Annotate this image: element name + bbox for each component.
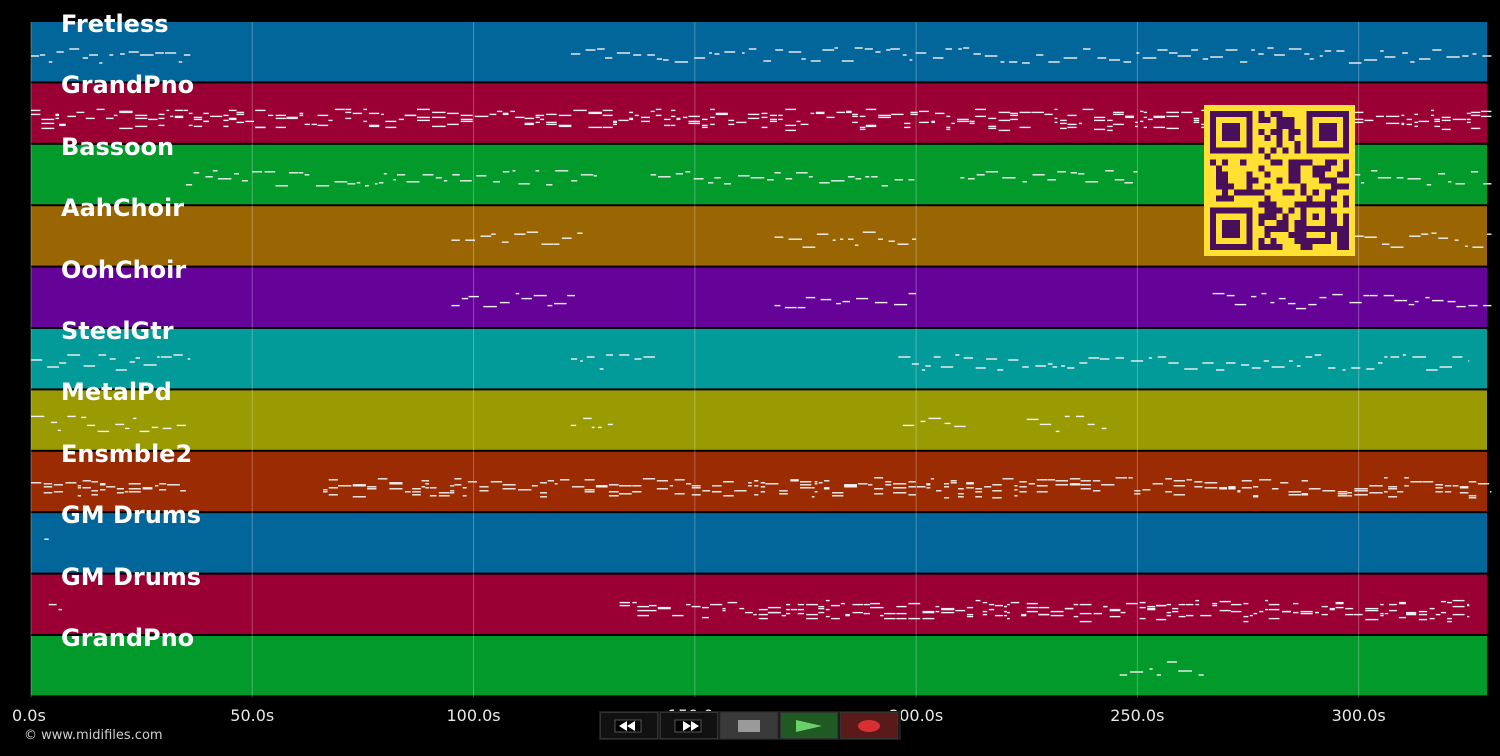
copyright-text: © www.midifiles.com	[24, 728, 163, 743]
track-label: Fretless	[61, 10, 169, 38]
record-icon	[858, 719, 880, 732]
track-label: GrandPno	[61, 71, 195, 100]
stop-button[interactable]	[720, 712, 778, 739]
track-label: GM Drums	[61, 501, 202, 530]
time-tick-label: 50.0s	[230, 706, 275, 725]
stop-icon	[738, 719, 760, 732]
fast-forward-button[interactable]	[660, 712, 718, 739]
track-lane	[31, 513, 1487, 573]
qr-code-image	[1204, 105, 1355, 256]
time-tick-label: 300.0s	[1331, 706, 1386, 725]
track-label: GM Drums	[61, 562, 202, 591]
track-lane	[31, 267, 1487, 327]
track-label: Ensmble2	[61, 439, 193, 468]
time-tick-label: 100.0s	[446, 706, 501, 725]
track-label: MetalPd	[61, 378, 172, 407]
time-tick-label: 200.0s	[889, 706, 944, 725]
track-label: AahChoir	[61, 194, 185, 223]
track-lane	[31, 390, 1487, 450]
track-lane	[31, 574, 1487, 634]
fast-forward-icon	[674, 719, 702, 732]
play-icon	[796, 719, 822, 732]
time-tick-label: 250.0s	[1110, 706, 1165, 725]
transport-controls	[599, 711, 901, 740]
track-lane	[31, 22, 1487, 82]
track-lane	[31, 329, 1487, 389]
play-button[interactable]	[780, 712, 838, 739]
track-lane	[31, 451, 1487, 512]
track-label: GrandPno	[61, 624, 195, 652]
rewind-icon	[614, 719, 642, 732]
track-label: OohChoir	[61, 255, 187, 284]
time-tick-label: 0.0s	[12, 706, 46, 725]
track-lane	[31, 636, 1487, 696]
record-button[interactable]	[840, 712, 898, 739]
track-label: SteelGtr	[61, 317, 174, 345]
track-label: Bassoon	[61, 132, 175, 161]
rewind-button[interactable]	[600, 712, 658, 739]
